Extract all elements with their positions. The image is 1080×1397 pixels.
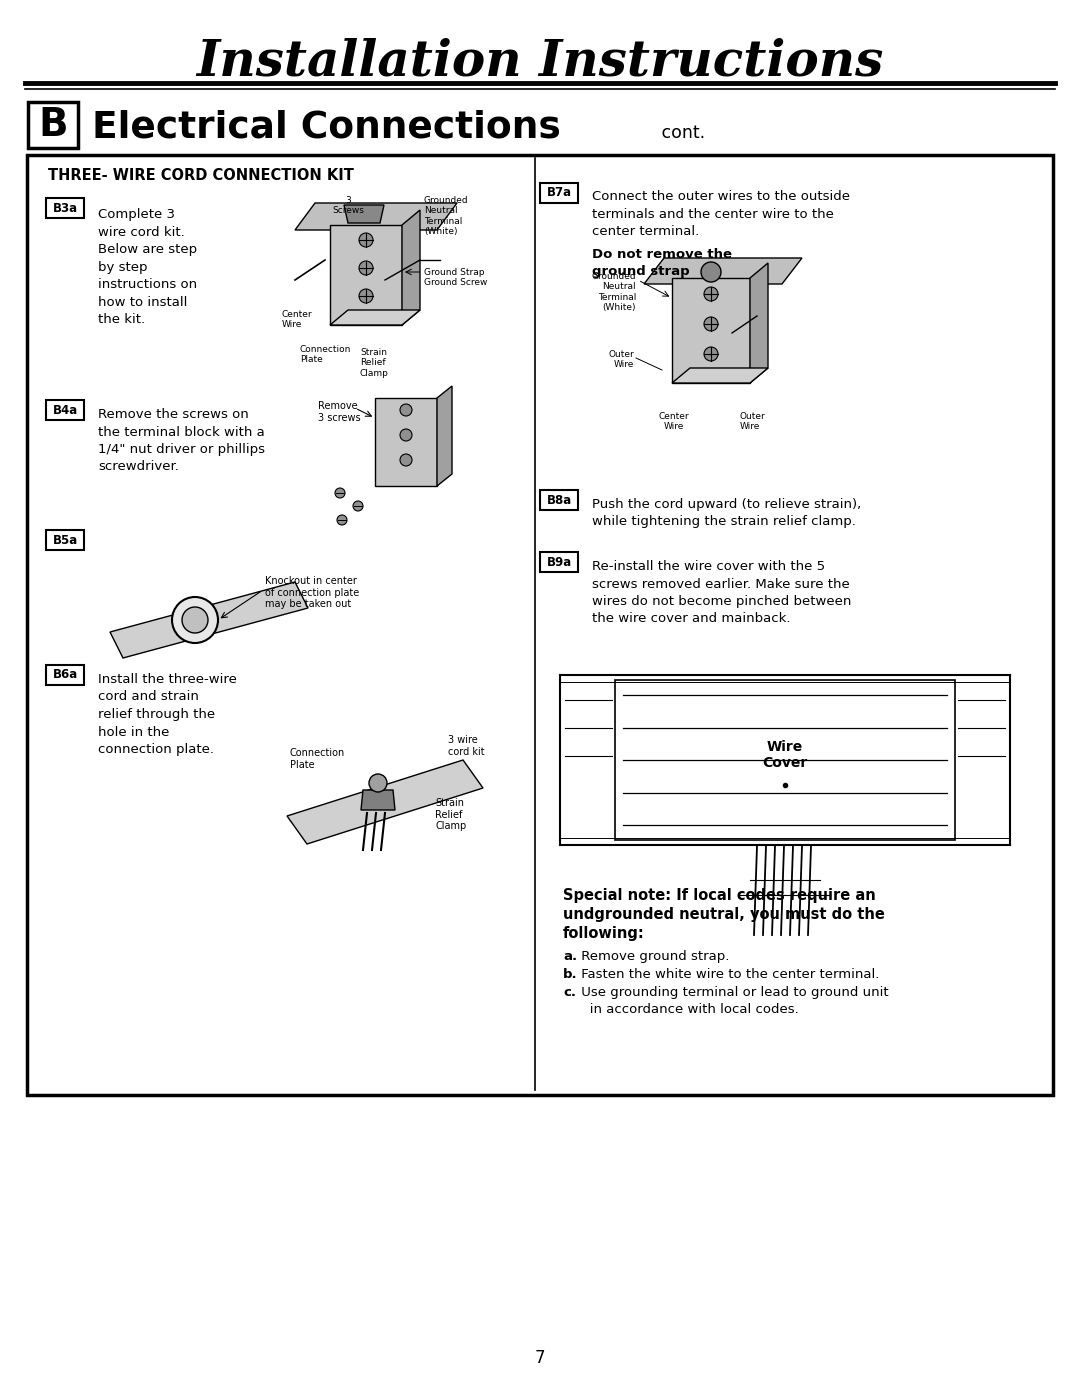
Text: Outer
Wire: Outer Wire — [608, 351, 634, 369]
Circle shape — [400, 454, 411, 467]
Bar — [540, 490, 578, 510]
Text: Special note: If local codes require an
undgrounded neutral, you must do the
fol: Special note: If local codes require an … — [563, 888, 885, 942]
Text: B6a: B6a — [52, 669, 78, 682]
Polygon shape — [644, 258, 802, 284]
Text: Connection
Plate: Connection Plate — [291, 747, 346, 770]
Text: B3a: B3a — [53, 201, 78, 215]
Polygon shape — [402, 210, 420, 326]
Polygon shape — [287, 760, 483, 844]
Circle shape — [335, 488, 345, 497]
Text: B5a: B5a — [52, 534, 78, 546]
Text: B9a: B9a — [546, 556, 571, 569]
Text: a.: a. — [563, 950, 577, 963]
Polygon shape — [345, 205, 384, 224]
Polygon shape — [750, 263, 768, 383]
Bar — [330, 225, 402, 326]
Text: Grounded
Neutral
Terminal
(White): Grounded Neutral Terminal (White) — [592, 272, 636, 312]
Text: Use grounding terminal or lead to ground unit
   in accordance with local codes.: Use grounding terminal or lead to ground… — [577, 986, 889, 1016]
Bar — [46, 529, 84, 550]
Text: 3
Screws: 3 Screws — [332, 196, 364, 215]
Text: Installation Instructions: Installation Instructions — [197, 38, 883, 87]
Text: 7: 7 — [535, 1350, 545, 1368]
Bar — [540, 183, 578, 203]
Circle shape — [359, 289, 373, 303]
Circle shape — [400, 404, 411, 416]
Text: Remove
3 screws: Remove 3 screws — [318, 401, 361, 423]
Bar — [46, 665, 84, 685]
Text: Wire
Cover: Wire Cover — [762, 740, 808, 770]
Text: Connect the outer wires to the outside
terminals and the center wire to the
cent: Connect the outer wires to the outside t… — [592, 190, 850, 237]
Text: THREE- WIRE CORD CONNECTION KIT: THREE- WIRE CORD CONNECTION KIT — [48, 168, 354, 183]
Text: Re-install the wire cover with the 5
screws removed earlier. Make sure the
wires: Re-install the wire cover with the 5 scr… — [592, 560, 851, 626]
Circle shape — [701, 263, 721, 282]
Text: c.: c. — [563, 986, 576, 999]
Bar — [672, 278, 750, 383]
Text: Install the three-wire
cord and strain
relief through the
hole in the
connection: Install the three-wire cord and strain r… — [98, 673, 237, 756]
Circle shape — [172, 597, 218, 643]
Text: Electrical Connections: Electrical Connections — [92, 110, 561, 147]
Text: Grounded
Neutral
Terminal
(White): Grounded Neutral Terminal (White) — [424, 196, 469, 236]
Text: Strain
Relief
Clamp: Strain Relief Clamp — [360, 348, 389, 377]
Text: 3 wire
cord kit: 3 wire cord kit — [448, 735, 485, 757]
Polygon shape — [437, 386, 453, 486]
Text: b.: b. — [563, 968, 578, 981]
Text: Ground Strap
Ground Screw: Ground Strap Ground Screw — [424, 268, 487, 288]
Text: Outer
Wire: Outer Wire — [740, 412, 766, 432]
Bar — [27, 155, 1053, 1095]
Text: B4a: B4a — [52, 404, 78, 416]
Circle shape — [359, 261, 373, 275]
Text: B: B — [38, 106, 68, 144]
Circle shape — [369, 774, 387, 792]
Bar — [540, 552, 578, 571]
Polygon shape — [672, 367, 768, 383]
Text: cont.: cont. — [656, 124, 705, 142]
Circle shape — [359, 233, 373, 247]
Text: Complete 3
wire cord kit.
Below are step
by step
instructions on
how to install
: Complete 3 wire cord kit. Below are step… — [98, 208, 198, 326]
Circle shape — [704, 346, 718, 360]
Polygon shape — [110, 583, 308, 658]
Bar — [46, 198, 84, 218]
Text: B8a: B8a — [546, 493, 571, 507]
Text: Fasten the white wire to the center terminal.: Fasten the white wire to the center term… — [577, 968, 879, 981]
Circle shape — [704, 286, 718, 300]
Text: Center
Wire: Center Wire — [282, 310, 312, 330]
Text: Remove the screws on
the terminal block with a
1/4" nut driver or phillips
screw: Remove the screws on the terminal block … — [98, 408, 265, 474]
Bar — [46, 400, 84, 420]
Polygon shape — [330, 310, 420, 326]
Text: Connection
Plate: Connection Plate — [300, 345, 351, 365]
Circle shape — [183, 608, 208, 633]
Text: Remove ground strap.: Remove ground strap. — [577, 950, 729, 963]
Bar — [615, 680, 955, 840]
Text: Do not remove the
ground strap: Do not remove the ground strap — [592, 249, 732, 278]
Polygon shape — [361, 789, 395, 810]
Bar — [375, 398, 437, 486]
Text: Knockout in center
of connection plate
may be taken out: Knockout in center of connection plate m… — [265, 576, 360, 609]
Text: B7a: B7a — [546, 187, 571, 200]
Text: Push the cord upward (to relieve strain),
while tightening the strain relief cla: Push the cord upward (to relieve strain)… — [592, 497, 861, 528]
Polygon shape — [295, 203, 457, 231]
Circle shape — [400, 429, 411, 441]
Circle shape — [337, 515, 347, 525]
Circle shape — [704, 317, 718, 331]
Circle shape — [353, 502, 363, 511]
Bar — [28, 102, 78, 148]
Text: Center
Wire: Center Wire — [659, 412, 689, 432]
Text: Strain
Relief
Clamp: Strain Relief Clamp — [435, 798, 467, 831]
